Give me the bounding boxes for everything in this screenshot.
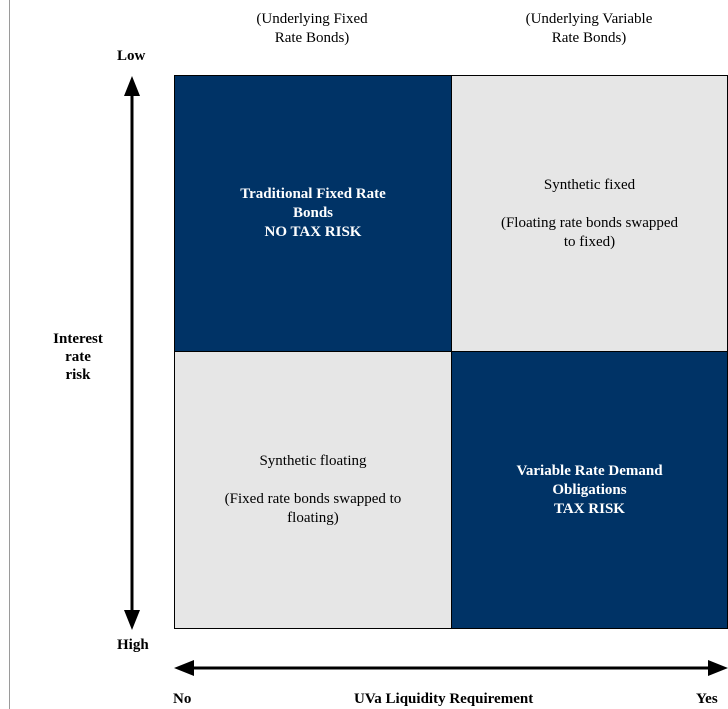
quadrant-bottom-right-line-3: TAX RISK [553,500,625,517]
quadrant-top-left-line-3: NO TAX RISK [264,224,362,240]
y-axis-title-line-2: rate [65,349,91,365]
quadrant-bottom-right-line-2: Obligations [552,481,627,498]
y-axis-title-line-1: Interest [53,331,103,347]
quadrant-bottom-right-line-1: Variable Rate Demand [516,462,663,479]
y-axis-low-label: Low [117,48,146,64]
quadrant-bottom-left-line-2: (Fixed rate bonds swapped to [224,491,402,507]
quadrant-top-right: Synthetic fixed (Floating rate bonds swa… [451,75,728,352]
y-axis-high-label: High [117,637,149,653]
x-axis-title: UVa Liquidity Requirement [354,691,534,707]
y-axis-title-line-3: risk [65,367,91,383]
column-header-variable: (Underlying Variable Rate Bonds) [489,10,689,48]
quadrant-bottom-left-line-3: floating) [287,510,339,526]
y-axis-title: Interest rate risk [30,330,126,384]
horizontal-double-arrow [174,660,728,676]
x-axis-yes-label: Yes [696,691,718,707]
quadrant-top-right-line-1: Synthetic fixed [543,176,636,193]
column-header-fixed: (Underlying Fixed Rate Bonds) [212,10,412,48]
vertical-double-arrow [124,76,140,630]
column-header-fixed-line-2: Rate Bonds) [274,30,350,46]
quadrant-top-left-line-2: Bonds [292,205,333,221]
quadrant-top-left-line-1: Traditional Fixed Rate [240,186,386,202]
x-axis-no-label: No [173,691,192,707]
quadrant-grid: Traditional Fixed Rate Bonds NO TAX RISK… [174,75,728,629]
quadrant-bottom-left-line-1: Synthetic floating [259,453,367,469]
left-margin-rule [9,0,10,709]
quadrant-top-right-line-3: to fixed) [563,233,616,250]
quadrant-bottom-left: Synthetic floating (Fixed rate bonds swa… [174,351,452,629]
column-header-fixed-line-1: (Underlying Fixed [256,11,368,27]
quadrant-top-left: Traditional Fixed Rate Bonds NO TAX RISK [174,75,452,352]
quadrant-top-right-line-2: (Floating rate bonds swapped [500,214,679,231]
column-header-variable-line-1: (Underlying Variable [525,11,653,27]
column-header-variable-line-2: Rate Bonds) [551,30,627,46]
